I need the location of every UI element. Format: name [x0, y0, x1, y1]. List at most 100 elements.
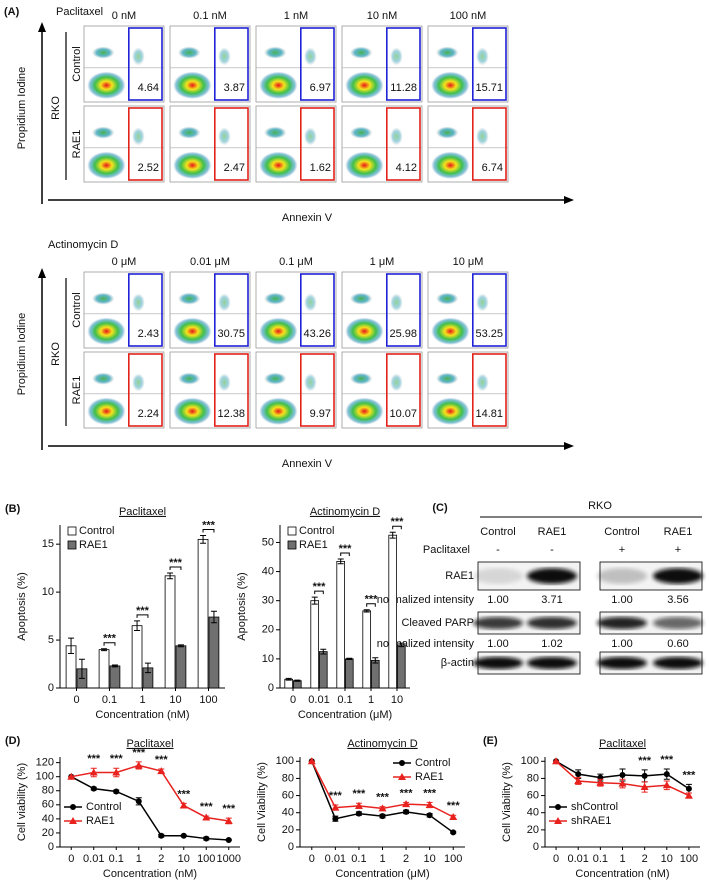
- cell-cluster: [476, 127, 489, 146]
- y-tick-label: 30: [262, 595, 274, 607]
- significance-bracket: [314, 590, 324, 595]
- cell-cluster: [173, 151, 212, 179]
- cell-cluster: [178, 46, 201, 59]
- arrow-head: [564, 196, 574, 204]
- error-bar: [372, 657, 379, 664]
- cell-cluster: [264, 46, 287, 59]
- data-point: [596, 778, 605, 786]
- legend-label: shControl: [571, 801, 618, 813]
- y-tick-label: 100: [36, 771, 54, 783]
- apoptosis-gate: [299, 273, 335, 347]
- cell-cluster: [345, 397, 384, 425]
- row-label: Control: [71, 292, 83, 327]
- chart-title: Paclitaxel: [599, 738, 646, 750]
- data-point: [552, 757, 561, 765]
- data-point: [67, 772, 76, 780]
- apoptosis-gate: [299, 27, 335, 101]
- legend-marker: [70, 804, 76, 810]
- data-point: [378, 804, 387, 812]
- protein-band: [597, 616, 647, 630]
- x-tick-label: 1000: [217, 853, 241, 865]
- data-point: [224, 816, 233, 824]
- data-point: [685, 785, 692, 792]
- protein-band: [527, 616, 577, 630]
- significance-label: ***: [177, 788, 191, 800]
- significance-label: ***: [222, 803, 236, 815]
- cell-cluster: [436, 126, 459, 139]
- significance-label: ***: [313, 581, 327, 593]
- y-tick-label: 20: [282, 824, 294, 836]
- y-tick-label: 0: [533, 841, 539, 853]
- x-tick-label: 1: [139, 694, 145, 706]
- intensity-label: normalized intensity: [377, 594, 475, 606]
- cell-cluster: [259, 397, 298, 425]
- legend-marker: [398, 773, 406, 780]
- data-point: [640, 783, 649, 790]
- cell-cluster: [132, 47, 145, 66]
- dose-label: 10 nM: [367, 10, 398, 22]
- error-bar: [101, 648, 108, 652]
- apoptosis-gate: [128, 27, 163, 101]
- x-tick-label: 0.01: [568, 853, 589, 865]
- row-label: RAE1: [71, 130, 83, 159]
- significance-label: ***: [329, 790, 343, 802]
- cell-cluster: [173, 397, 212, 425]
- row-label: Control: [71, 46, 83, 81]
- band-label: RAE1: [445, 570, 474, 582]
- data-point: [157, 767, 166, 775]
- intensity-value: 3.71: [541, 594, 562, 606]
- error-bar: [177, 644, 184, 648]
- protein-band: [653, 616, 703, 630]
- bar: [197, 538, 209, 689]
- arrow-head: [38, 22, 46, 32]
- column-label: RAE1: [538, 526, 567, 538]
- significance-label: ***: [132, 747, 146, 759]
- cell-cluster: [178, 372, 201, 385]
- x-tick-label: 10: [391, 694, 403, 706]
- bar: [292, 680, 302, 689]
- panel-label: (B): [5, 503, 21, 515]
- apoptosis-gate: [128, 353, 163, 427]
- x-tick-label: 0.1: [102, 694, 117, 706]
- apoptosis-gate: [128, 273, 163, 347]
- y-tick-label: 80: [527, 772, 539, 784]
- panel-label: (E): [483, 735, 498, 747]
- cell-cluster: [390, 47, 403, 66]
- cell-cluster: [350, 372, 373, 385]
- bar: [370, 659, 380, 689]
- apoptosis-value: 2.43: [138, 328, 159, 340]
- legend-marker: [555, 804, 561, 810]
- cell-cluster: [390, 127, 403, 146]
- significance-bracket: [202, 529, 215, 533]
- x-tick-label: 100: [680, 853, 698, 865]
- apoptosis-value: 2.24: [138, 408, 159, 420]
- arrow-head: [564, 442, 574, 450]
- drug-label: Actinomycin D: [48, 239, 118, 251]
- column-label: Control: [604, 526, 639, 538]
- cell-cluster: [431, 317, 470, 345]
- chart-title: Paclitaxel: [126, 738, 173, 750]
- cell-cluster: [431, 397, 470, 425]
- legend-marker: [554, 817, 562, 824]
- chart-title: Actinomycin D: [347, 738, 417, 750]
- error-bar: [398, 642, 405, 648]
- x-axis-title: Concentration (nM): [103, 868, 197, 880]
- x-tick-label: 2: [158, 853, 164, 865]
- data-point: [663, 771, 670, 778]
- y-axis-title: Cell viability (%): [16, 763, 28, 841]
- x-tick-label: 0: [309, 853, 315, 865]
- legend-swatch: [67, 540, 77, 550]
- legend-label: Control: [79, 525, 114, 537]
- legend-label: RAE1: [299, 539, 328, 551]
- cell-cluster: [350, 46, 373, 59]
- x-tick-label: 0: [73, 694, 79, 706]
- x-tick-label: 100: [199, 694, 217, 706]
- significance-label: ***: [110, 753, 124, 765]
- x-tick-label: 0.1: [109, 853, 124, 865]
- intensity-value: 1.00: [487, 638, 508, 650]
- row-label: RAE1: [71, 376, 83, 405]
- y-tick-label: 100: [276, 755, 294, 767]
- cell-cluster: [350, 126, 373, 139]
- cell-cluster: [476, 293, 489, 312]
